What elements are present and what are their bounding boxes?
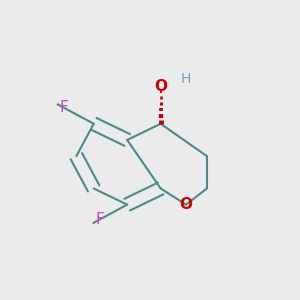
Text: O: O: [180, 197, 193, 212]
Text: F: F: [59, 100, 68, 115]
Text: H: H: [181, 72, 191, 86]
Text: F: F: [95, 212, 104, 227]
Text: O: O: [154, 79, 167, 94]
